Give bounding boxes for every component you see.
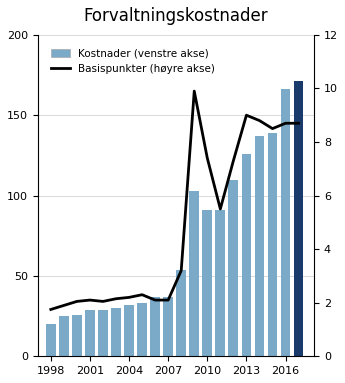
Bar [241, 154, 251, 356]
Bar [85, 310, 95, 356]
Bar [163, 297, 173, 356]
Bar [268, 133, 277, 356]
Bar [150, 297, 160, 356]
Legend: Kostnader (venstre akse), Basispunkter (høyre akse): Kostnader (venstre akse), Basispunkter (… [46, 43, 220, 79]
Bar [46, 324, 56, 356]
Bar [294, 82, 304, 356]
Bar [72, 314, 82, 356]
Title: Forvaltningskostnader: Forvaltningskostnader [84, 7, 268, 25]
Bar [98, 310, 108, 356]
Bar [124, 305, 134, 356]
Bar [59, 316, 69, 356]
Bar [203, 210, 212, 356]
Bar [137, 303, 147, 356]
Bar [215, 210, 225, 356]
Bar [255, 136, 264, 356]
Bar [189, 191, 199, 356]
Bar [176, 270, 186, 356]
Bar [111, 308, 121, 356]
Bar [228, 180, 238, 356]
Bar [280, 90, 290, 356]
